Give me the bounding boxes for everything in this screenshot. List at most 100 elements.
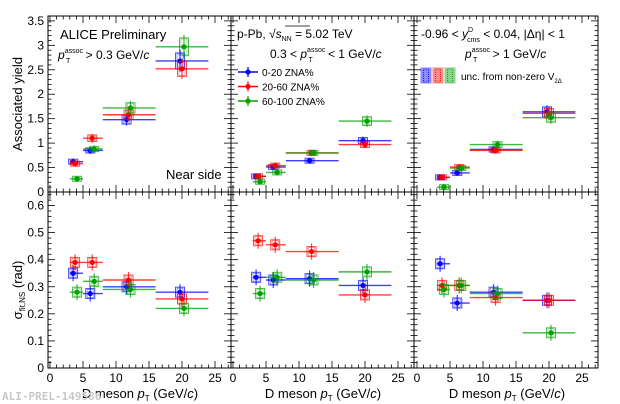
syst-box	[125, 102, 136, 114]
v2-unc-box	[453, 298, 461, 308]
box-legend	[420, 67, 456, 84]
marker	[87, 290, 93, 297]
syst-box	[492, 288, 503, 300]
data-point	[155, 34, 209, 59]
box-legend-swatch	[432, 67, 444, 84]
marker	[494, 290, 501, 297]
x-tick-label: 15	[509, 371, 523, 385]
marker	[89, 259, 95, 265]
syst-box	[70, 256, 81, 268]
y-tick-label: 0.4	[27, 253, 44, 267]
v2-unc-box	[271, 240, 279, 250]
data-point	[469, 285, 523, 302]
x-axis-title-part: T	[512, 394, 517, 403]
marker	[441, 286, 447, 293]
v2-unc-box	[256, 289, 264, 298]
marker	[127, 286, 134, 293]
v2-unc-box	[127, 103, 134, 113]
v2-unc-box	[178, 61, 186, 76]
x-axis-title-part: (GeV/	[150, 386, 188, 401]
data-point	[69, 175, 83, 182]
syst-box	[251, 271, 262, 283]
watermark: ALI-PREL-149586	[2, 390, 102, 403]
x-tick-label: 15	[142, 371, 156, 385]
x-tick-label: 10	[476, 371, 490, 385]
syst-box	[255, 288, 266, 300]
y-tick-label: 3	[37, 38, 44, 52]
x-axis-title-part: )	[377, 386, 381, 401]
data-point	[285, 157, 339, 164]
syst-box	[85, 288, 96, 300]
v2-unc-box	[125, 110, 132, 119]
marker	[74, 176, 80, 182]
legend-label: 20-60 ZNA%	[262, 83, 319, 94]
marker	[364, 269, 370, 275]
x-axis-title-part: (GeV/	[333, 386, 371, 401]
legend-marker	[245, 69, 251, 75]
y-axis-title-bottom: σfit,NS (rad)	[10, 261, 27, 320]
y-tick-label: 3.5	[27, 14, 44, 28]
marker	[181, 305, 187, 312]
marker	[310, 150, 317, 156]
syst-box	[72, 286, 83, 298]
marker	[72, 259, 78, 265]
data-point	[155, 58, 209, 79]
v2-unc-box	[88, 258, 96, 267]
v2-unc-box	[176, 287, 184, 297]
syst-box	[177, 60, 187, 77]
x-axis-title-part: )	[194, 386, 198, 401]
v2-unc-box	[457, 281, 465, 290]
marker	[253, 274, 259, 280]
v2-unc-box	[308, 247, 315, 256]
x-axis-title-part: p	[320, 386, 328, 401]
data-point	[285, 243, 339, 260]
syst-box	[360, 141, 370, 148]
data-point	[266, 169, 286, 176]
marker	[72, 161, 78, 167]
data-point	[69, 254, 83, 271]
data-marks	[68, 34, 576, 341]
x-tick-label: 10	[292, 371, 306, 385]
v2-unc-box	[123, 282, 130, 292]
left-pt-cut: passoc T > 0.3 GeV/c	[57, 48, 149, 65]
data-point	[83, 254, 103, 271]
marker	[257, 290, 263, 297]
syst-box	[175, 286, 186, 298]
marker	[255, 173, 261, 179]
x-axis-title-part: c	[554, 386, 561, 401]
x-axis-title-part: D meson	[449, 386, 505, 401]
marker	[274, 274, 280, 280]
syst-box	[435, 258, 446, 270]
x-axis-title-part: D meson	[265, 386, 321, 401]
v2-unc-box	[180, 304, 188, 313]
marker	[181, 44, 187, 50]
data-point	[266, 162, 286, 169]
data-point	[266, 272, 286, 288]
data-point	[522, 324, 576, 341]
marker	[89, 135, 95, 141]
syst-box	[545, 327, 556, 339]
v2-unc-box	[73, 287, 81, 297]
syst-box	[178, 302, 189, 314]
syst-box	[492, 141, 503, 148]
data-point	[450, 165, 470, 172]
marker	[439, 174, 445, 180]
syst-box	[177, 293, 187, 305]
data-point	[338, 286, 392, 303]
syst-box	[545, 112, 556, 123]
data-point	[83, 145, 103, 153]
syst-box	[87, 256, 98, 268]
y-tick-label: 0.1	[27, 334, 44, 348]
v2-unc-box	[494, 289, 501, 298]
marker	[70, 270, 76, 276]
x-axis-title: D meson pT (GeV/c)	[449, 386, 565, 403]
v2-unc-box	[90, 277, 98, 286]
alice-label: ALICE Preliminary	[60, 27, 167, 42]
middle-pt-cut: 0.3 < passoc T < 1 GeV/c	[270, 47, 382, 64]
x-tick-label: 25	[208, 371, 222, 385]
marker	[494, 141, 501, 148]
data-point	[522, 111, 576, 124]
data-point	[469, 140, 523, 149]
y-tick-label: 0.2	[27, 307, 44, 321]
syst-box	[358, 279, 369, 291]
